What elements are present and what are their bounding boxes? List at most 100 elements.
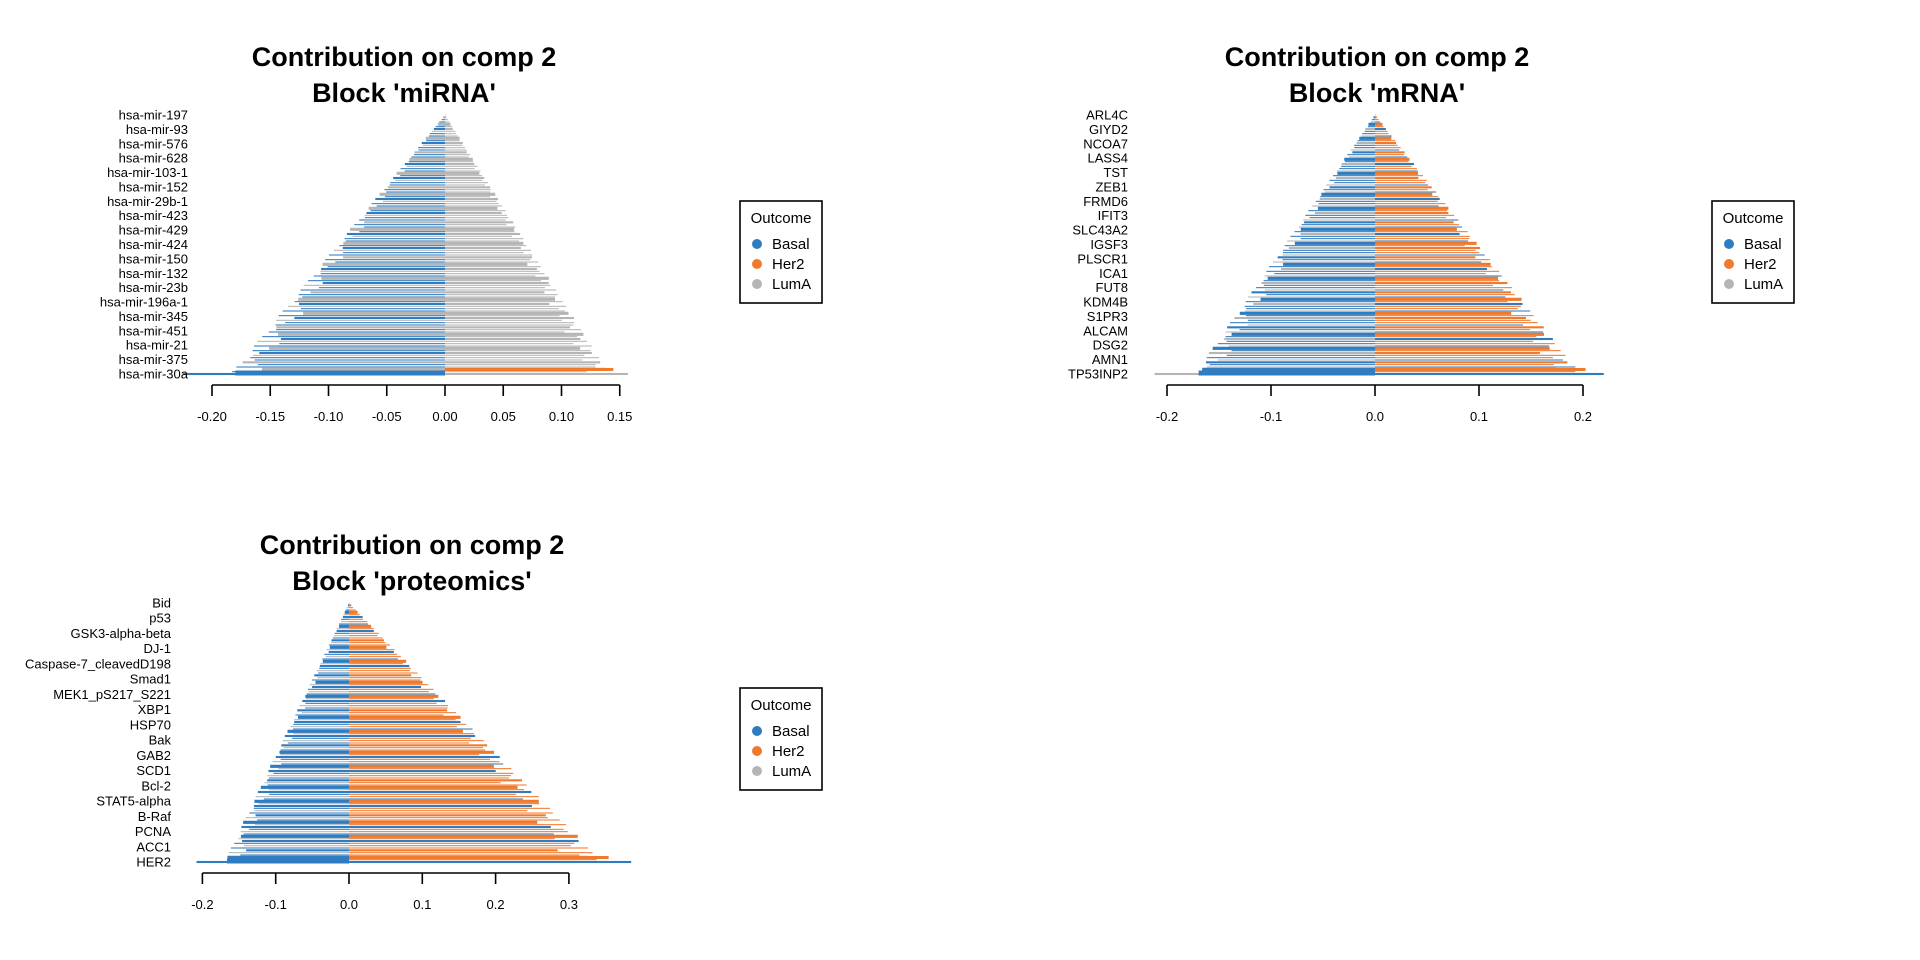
bar-negative (1264, 289, 1375, 291)
x-tick-label: 0.1 (413, 897, 431, 912)
bar-negative (1341, 162, 1375, 166)
bar-negative (406, 165, 445, 167)
y-tick-label: hsa-mir-429 (119, 223, 188, 238)
bar-positive (349, 705, 449, 707)
bar-negative (1230, 322, 1375, 324)
bar-positive (445, 186, 491, 189)
bar-negative (325, 259, 445, 261)
x-tick-label: -0.2 (191, 897, 213, 912)
bar-negative (342, 256, 445, 259)
bar-positive (349, 828, 564, 830)
bar-negative (293, 723, 349, 725)
bar-negative (240, 854, 349, 856)
y-tick-label: XBP1 (138, 702, 171, 717)
bar-negative (1217, 359, 1375, 361)
bar-positive (1375, 331, 1544, 333)
bar-positive (349, 714, 444, 716)
bar-negative (1274, 273, 1375, 275)
bar-positive (445, 308, 559, 310)
bar-positive (1375, 346, 1550, 350)
bar-positive (445, 326, 570, 329)
bar-positive (445, 261, 539, 263)
bar-negative (260, 785, 349, 789)
bar-positive (349, 653, 398, 655)
bar-negative (1356, 141, 1375, 145)
bar-negative (404, 170, 445, 172)
bar-positive (1375, 296, 1506, 298)
bar-positive (349, 820, 538, 824)
bar-negative (1261, 281, 1375, 285)
bar-positive (349, 664, 410, 668)
bar-negative (1352, 151, 1375, 154)
y-tick-label: PCNA (135, 824, 171, 839)
bar-positive (445, 136, 460, 140)
bar-negative (294, 301, 445, 303)
bar-negative (342, 246, 445, 250)
bar-negative (1266, 270, 1375, 272)
bar-positive (1375, 372, 1604, 376)
bar-positive (349, 779, 523, 782)
bar-positive (445, 189, 491, 191)
bar-negative (1339, 168, 1375, 170)
bar-negative (331, 642, 349, 644)
bar-positive (1375, 241, 1477, 245)
bar-positive (445, 331, 565, 333)
bar-negative (245, 817, 349, 819)
panel-mrna-x-axis: -0.2 -0.1 0.0 0.1 0.2 (1156, 384, 1592, 424)
bar-positive (1375, 261, 1482, 263)
bar-negative (339, 245, 445, 247)
bar-positive (445, 238, 524, 240)
bar-positive (445, 267, 537, 271)
bar-negative (1253, 302, 1375, 306)
bar-positive (1375, 345, 1550, 347)
bar-negative (384, 196, 445, 198)
bar-positive (445, 135, 458, 137)
bar-negative (1365, 127, 1375, 131)
legend-label-basal: Basal (772, 236, 810, 253)
bar-positive (1375, 238, 1470, 240)
y-tick-label: hsa-mir-23b (119, 280, 188, 295)
y-tick-label: hsa-mir-424 (119, 237, 188, 252)
legend-marker-her2 (752, 746, 762, 756)
bar-positive (349, 799, 539, 803)
bar-positive (349, 719, 456, 721)
bar-negative (390, 182, 445, 184)
bar-negative (273, 772, 349, 774)
bar-negative (281, 763, 349, 765)
bar-negative (241, 825, 349, 829)
bar-positive (445, 171, 480, 175)
y-tick-label: hsa-mir-152 (119, 179, 188, 194)
bar-positive (349, 629, 374, 633)
bar-positive (349, 688, 434, 690)
bar-negative (236, 366, 445, 368)
bar-negative (386, 191, 445, 193)
bar-positive (445, 284, 551, 286)
bar-positive (349, 824, 566, 826)
bar-negative (1301, 224, 1375, 226)
bar-positive (349, 812, 553, 814)
bar-negative (255, 814, 349, 817)
bar-negative (417, 147, 445, 149)
bar-negative (298, 297, 445, 301)
legend-label-her2: Her2 (772, 743, 805, 760)
bar-negative (287, 305, 445, 307)
bar-negative (268, 769, 349, 773)
y-tick-label: GSK3-alpha-beta (71, 626, 172, 641)
bar-positive (445, 241, 524, 245)
bar-negative (305, 702, 349, 704)
bar-positive (445, 249, 532, 251)
bar-negative (254, 359, 445, 361)
y-tick-label: TST (1103, 165, 1128, 180)
bar-negative (1354, 147, 1375, 149)
x-tick-label: -0.20 (197, 409, 227, 424)
bar-negative (441, 119, 445, 121)
bar-positive (1375, 322, 1538, 324)
bar-positive (349, 677, 422, 679)
bar-positive (1375, 310, 1531, 312)
bar-negative (249, 828, 349, 830)
x-tick-label: -0.05 (372, 409, 402, 424)
bar-negative (326, 649, 349, 651)
bar-negative (268, 331, 445, 333)
bar-positive (445, 289, 557, 291)
bar-negative (418, 149, 445, 151)
